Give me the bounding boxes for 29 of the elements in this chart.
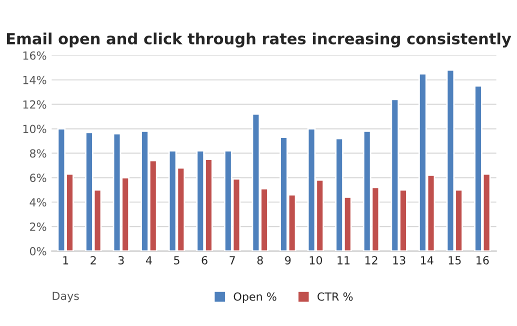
y-tick-label: 2% [30,222,46,231]
x-tick-label: 3 [118,256,124,264]
y-tick-label: 6% [30,174,46,182]
x-tick-label: 10 [310,256,322,264]
y-tick-label: 16% [23,51,46,60]
y-tick-label: 4% [30,198,46,206]
x-tick-label: 8 [257,256,263,264]
x-tick-label: 1 [63,256,68,264]
y-tick-label: 14% [23,76,46,84]
y-tick-label: 12% [23,100,46,109]
legend-label: Open % [234,292,276,303]
x-tick-label: 16 [476,256,489,264]
x-tick-label: 2 [90,256,96,264]
x-axis-title: Days [52,292,79,302]
x-tick-label: 12 [365,256,378,264]
x-tick-label: 9 [285,256,291,264]
y-tick-label: 0% [30,246,46,256]
x-tick-label: 15 [448,256,461,264]
chart-title: Email open and click through rates increasing consistently [6,32,512,48]
legend-label: CTR % [318,292,353,301]
y-tick-label: 10% [23,124,46,134]
x-tick-label: 13 [393,256,406,264]
x-tick-label: 7 [230,256,235,264]
x-tick-label: 11 [338,256,350,264]
x-tick-label: 14 [421,256,434,264]
x-tick-label: 5 [174,256,180,264]
x-tick-label: 4 [146,256,152,264]
x-tick-label: 6 [202,256,208,264]
y-tick-label: 8% [30,149,46,158]
